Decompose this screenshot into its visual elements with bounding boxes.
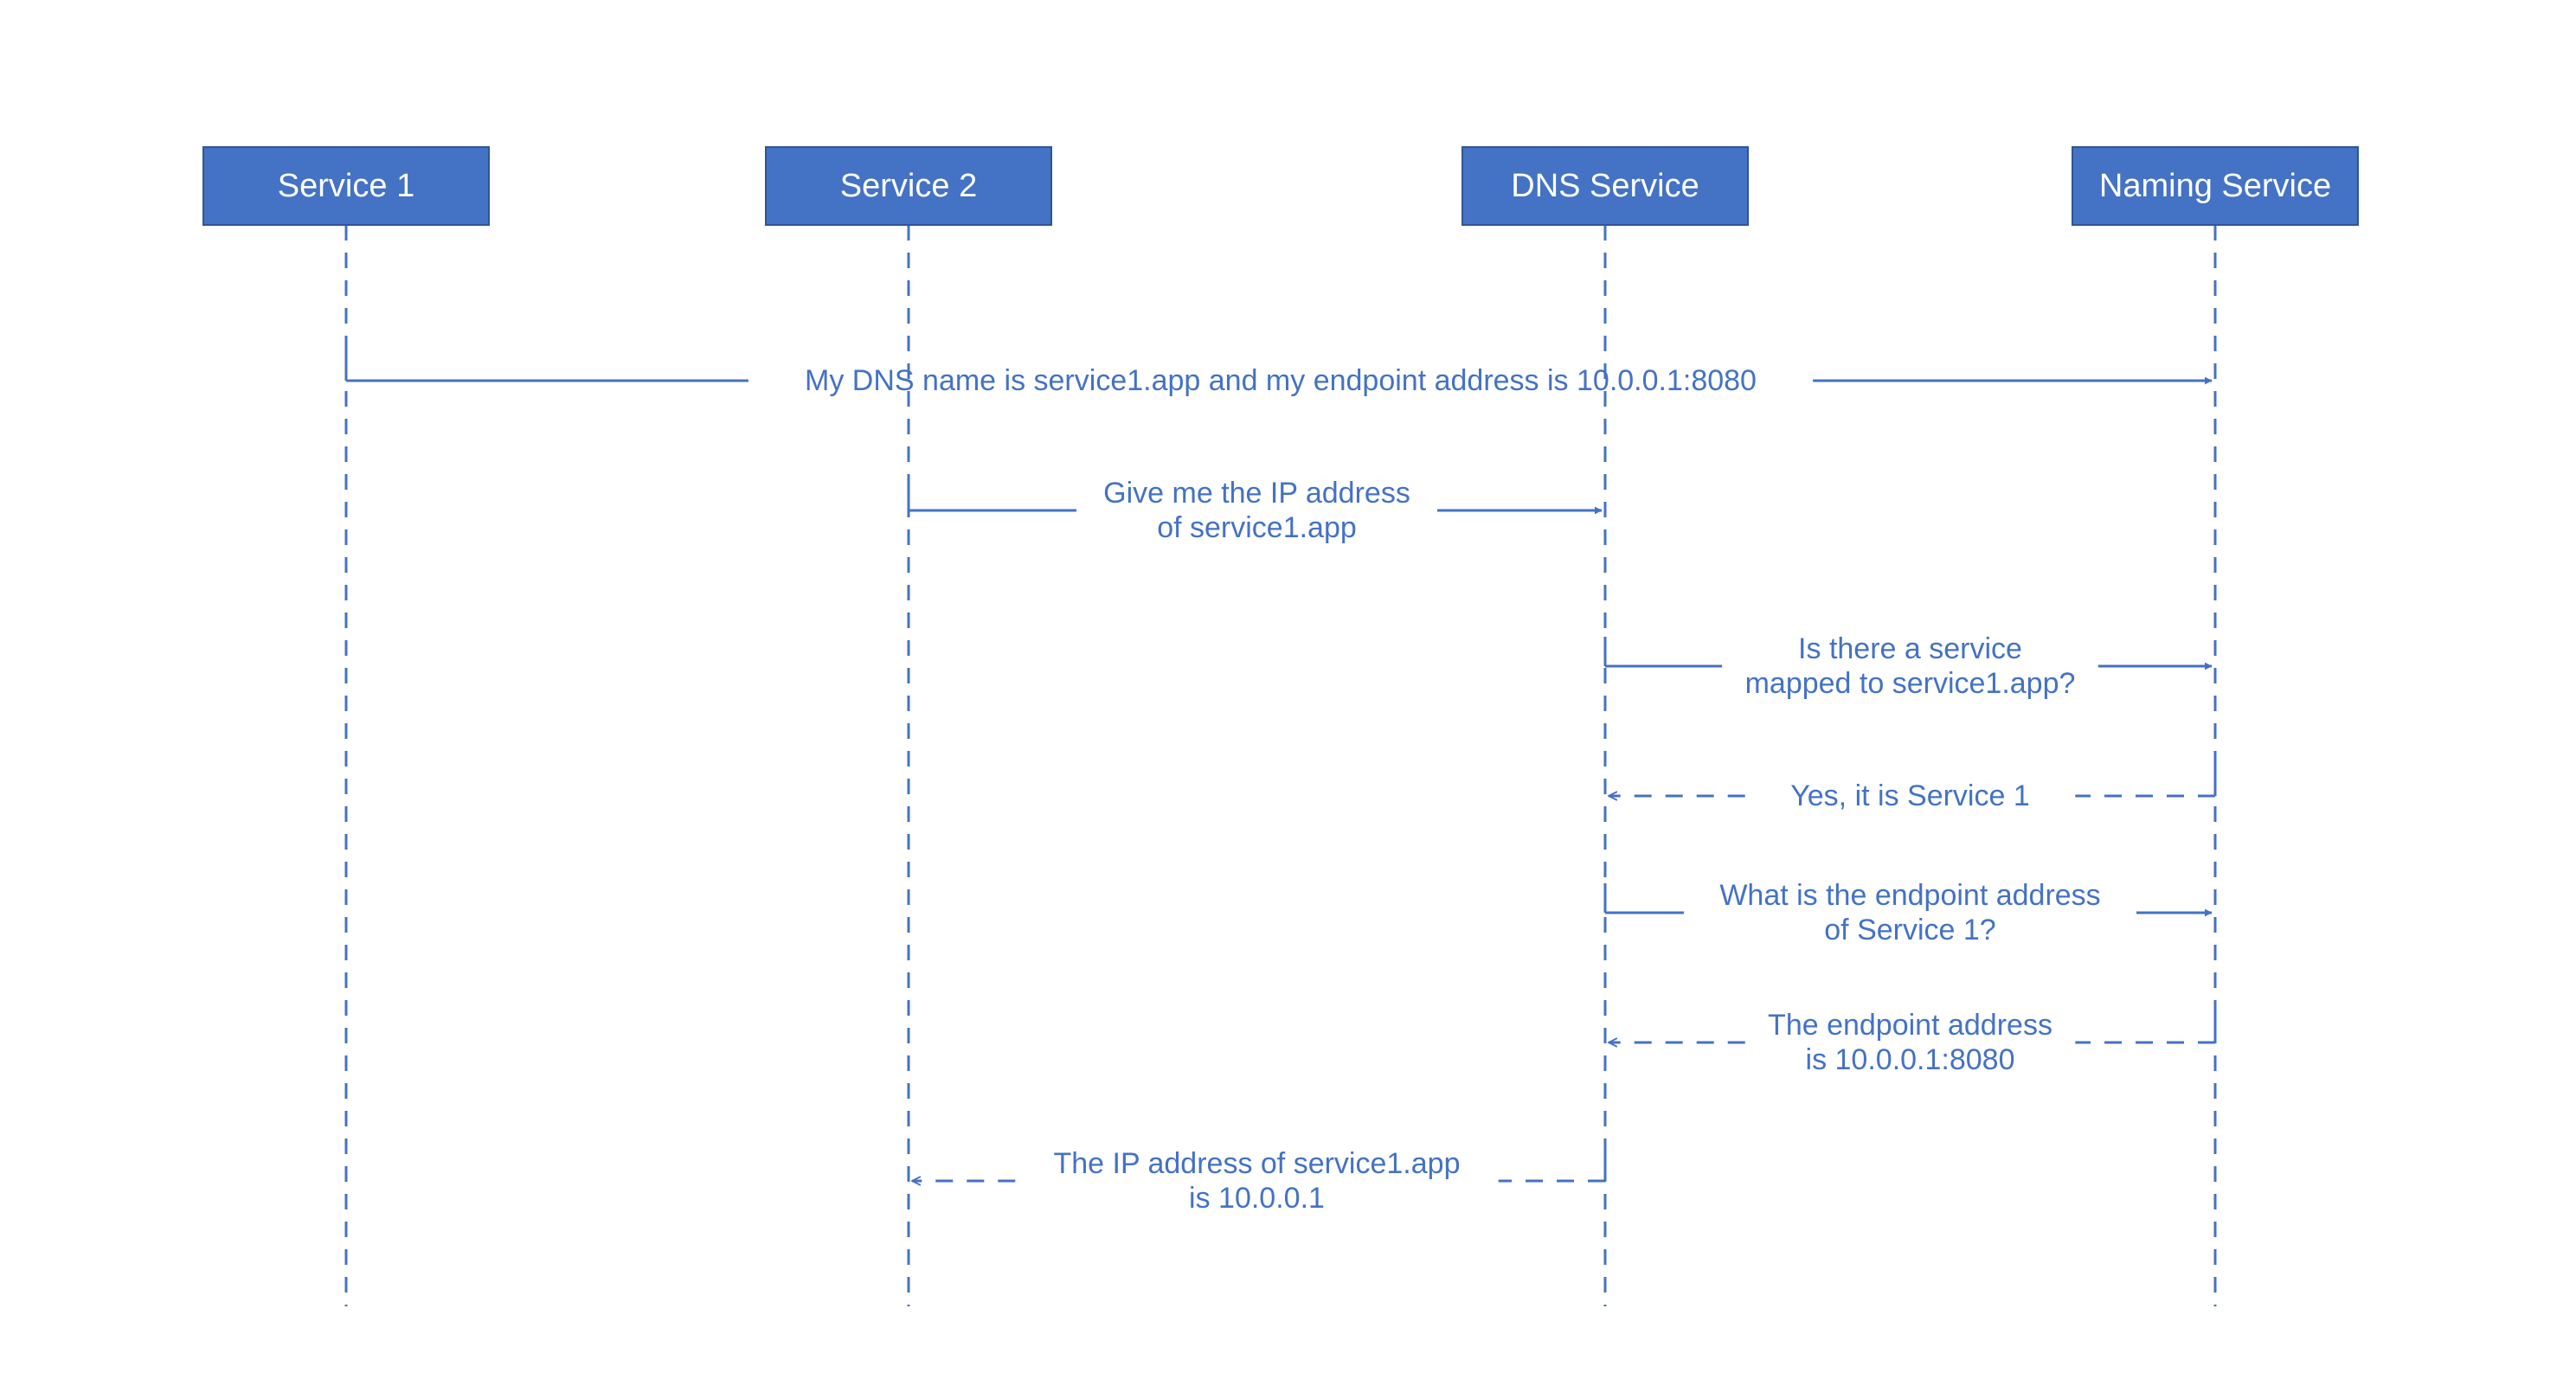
participant-label: Service 2	[840, 168, 977, 204]
message-label: Yes, it is Service 1	[1790, 779, 2030, 812]
participant-dns: DNS Service	[1462, 147, 1748, 225]
message-4: What is the endpoint addressof Service 1…	[1605, 879, 2212, 946]
message-label: Give me the IP address	[1103, 477, 1410, 510]
message-5: The endpoint addressis 10.0.0.1:8080	[1609, 1009, 2215, 1076]
participant-nam: Naming Service	[2072, 147, 2358, 225]
message-label: The endpoint address	[1768, 1009, 2052, 1042]
message-3: Yes, it is Service 1	[1609, 767, 2215, 812]
message-label: of Service 1?	[1824, 914, 1995, 946]
participant-label: DNS Service	[1511, 168, 1699, 204]
message-label: Is there a service	[1798, 632, 2022, 665]
message-label: What is the endpoint address	[1719, 879, 2100, 912]
participant-label: Service 1	[278, 168, 414, 204]
message-label: is 10.0.0.1	[1189, 1182, 1325, 1215]
message-label: My DNS name is service1.app and my endpo…	[805, 364, 1757, 397]
message-1: Give me the IP addressof service1.app	[909, 477, 1602, 544]
message-label: The IP address of service1.app	[1054, 1147, 1461, 1180]
message-label: mapped to service1.app?	[1745, 667, 2076, 700]
message-0: My DNS name is service1.app and my endpo…	[346, 351, 2212, 397]
participant-label: Naming Service	[2099, 168, 2331, 204]
message-label: of service1.app	[1157, 511, 1357, 544]
message-6: The IP address of service1.appis 10.0.0.…	[912, 1147, 1605, 1215]
sequence-diagram: Service 1 Service 2 DNS Service Naming Serv…	[0, 0, 2576, 1392]
message-label: is 10.0.0.1:8080	[1806, 1043, 2015, 1076]
participant-s1: Service 1	[203, 147, 489, 225]
message-2: Is there a servicemapped to service1.app…	[1605, 632, 2212, 700]
participant-s2: Service 2	[766, 147, 1051, 225]
